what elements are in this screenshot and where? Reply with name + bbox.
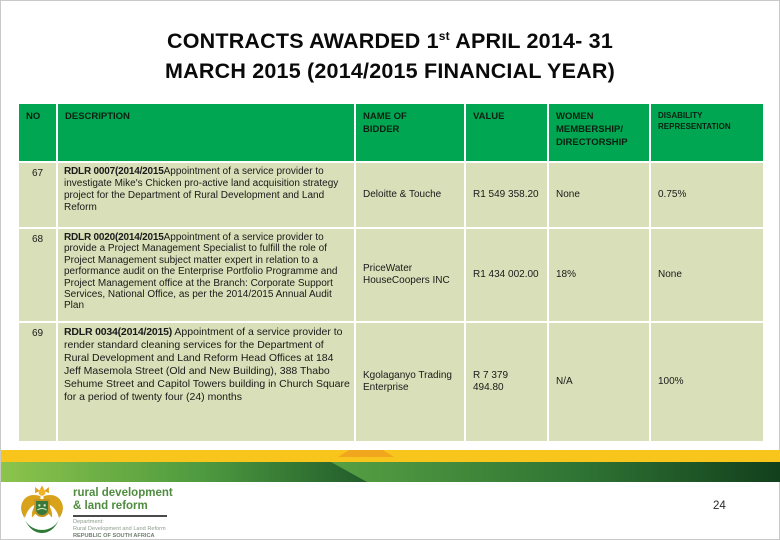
slide-title: CONTRACTS AWARDED 1st APRIL 2014- 31 MAR…	[1, 21, 779, 86]
slide-title-line1: CONTRACTS AWARDED 1st APRIL 2014- 31	[167, 29, 613, 54]
col-header-no: NO	[19, 104, 56, 161]
green-band-right-segment	[331, 462, 780, 482]
coat-of-arms-icon	[21, 485, 63, 533]
cell-description: RDLR 0007(2014/2015Appointment of a serv…	[58, 163, 354, 227]
cell-description: RDLR 0020(2014/2015Appointment of a serv…	[58, 229, 354, 321]
cell-women: 18%	[549, 229, 649, 321]
green-band-left-segment	[1, 462, 367, 482]
col-header-women: WOMEN MEMBERSHIP/ DIRECTORSHIP	[549, 104, 649, 161]
col-header-disability: DISABILITY REPRESENTATION	[651, 104, 763, 161]
footer-yellow-band	[1, 450, 780, 462]
cell-women: N/A	[549, 323, 649, 441]
cell-bidder: Kgolaganyo Trading Enterprise	[356, 323, 464, 441]
cell-women: None	[549, 163, 649, 227]
contract-ref: RDLR 0007(2014/2015	[64, 166, 164, 177]
cell-no: 68	[19, 229, 56, 321]
cell-value: R1 434 002.00	[466, 229, 547, 321]
col-header-value: VALUE	[466, 104, 547, 161]
cell-disability: None	[651, 229, 763, 321]
logo-dept-name: Rural Development and Land Reform	[73, 526, 166, 532]
cell-bidder: PriceWater HouseCoopers INC	[356, 229, 464, 321]
title-superscript: st	[438, 29, 450, 43]
logo-divider	[73, 515, 167, 517]
logo-title-line2: & land reform	[73, 499, 148, 512]
logo-dept-label: Department:	[73, 519, 104, 525]
page-number: 24	[713, 500, 726, 512]
cell-bidder: Deloitte & Touche	[356, 163, 464, 227]
logo-country: REPUBLIC OF SOUTH AFRICA	[73, 533, 155, 539]
col-header-description: DESCRIPTION	[58, 104, 354, 161]
logo-text-block: rural development & land reform Departme…	[73, 485, 173, 540]
contract-ref: RDLR 0020(2014/2015	[64, 232, 164, 243]
cell-disability: 0.75%	[651, 163, 763, 227]
cell-disability: 100%	[651, 323, 763, 441]
department-logo: rural development & land reform Departme…	[19, 485, 173, 540]
contracts-table: NO DESCRIPTION NAME OF BIDDER VALUE WOME…	[19, 104, 763, 441]
contract-ref: RDLR 0034(2014/2015)	[64, 326, 173, 338]
cell-no: 67	[19, 163, 56, 227]
cell-no: 69	[19, 323, 56, 441]
cell-description: RDLR 0034(2014/2015) Appointment of a se…	[58, 323, 354, 441]
logo-title-line1: rural development	[73, 487, 173, 499]
cell-value: R 7 379 494.80	[466, 323, 547, 441]
footer-green-band	[1, 462, 780, 482]
slide-title-line2: MARCH 2015 (2014/2015 FINANCIAL YEAR)	[165, 59, 615, 84]
cell-value: R1 549 358.20	[466, 163, 547, 227]
footer-orange-accent	[338, 450, 394, 457]
col-header-bidder: NAME OF BIDDER	[356, 104, 464, 161]
